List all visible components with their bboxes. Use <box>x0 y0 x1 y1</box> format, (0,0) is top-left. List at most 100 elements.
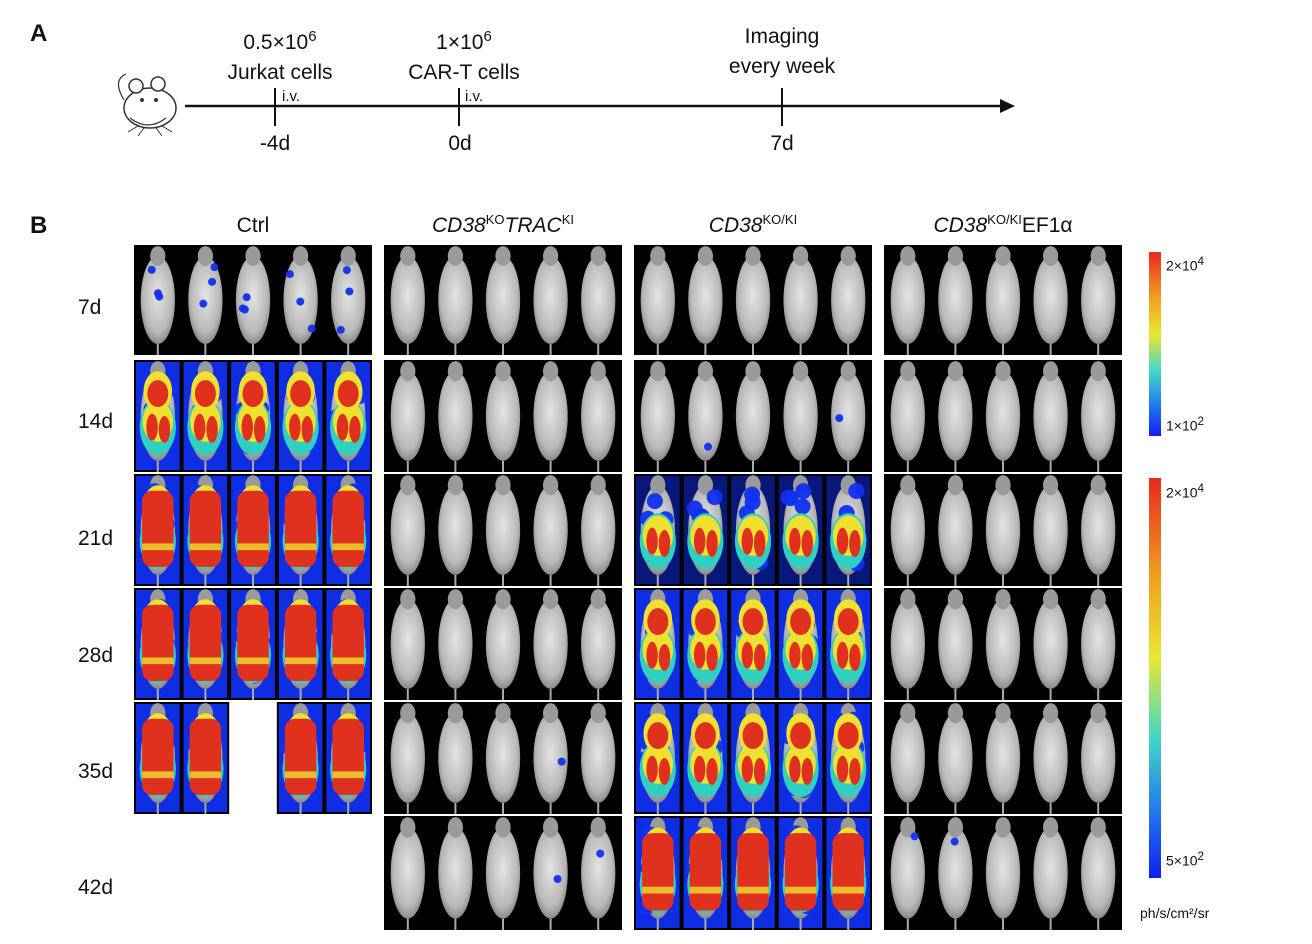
mouse-image <box>231 589 275 700</box>
mouse-image <box>938 246 973 355</box>
mouse-image <box>683 703 728 814</box>
image-tile-CD38KO_TRACKI-35d <box>384 702 622 814</box>
image-tile-CD38KO_TRACKI-42d <box>384 816 622 930</box>
mouse-image <box>783 361 818 472</box>
mouse-image <box>831 246 866 355</box>
mouse-image <box>183 703 228 814</box>
mouse-image <box>985 589 1021 700</box>
mouse-icon <box>117 73 177 137</box>
event-cart: 1×106 CAR-T cells <box>408 28 520 84</box>
colorbar-top <box>1149 252 1161 436</box>
mouse-image <box>985 361 1021 472</box>
day-minus4: -4d <box>259 132 291 155</box>
mouse-image <box>783 246 818 355</box>
mouse-image <box>438 246 473 355</box>
mouse-image <box>731 475 775 586</box>
row-label-21d: 21d <box>78 527 114 550</box>
mouse-image <box>985 475 1021 586</box>
mouse-image <box>438 361 473 472</box>
mouse-image <box>778 589 823 700</box>
mouse-image <box>1081 246 1116 355</box>
image-tile-Ctrl-7d <box>134 245 372 355</box>
panel-a-label: A <box>30 20 48 47</box>
group-header-koki: CD38KO/KI <box>708 212 798 237</box>
mouse-image <box>136 475 180 586</box>
image-tile-CD38KO_KI-21d <box>634 474 872 586</box>
mouse-image <box>485 475 521 586</box>
mouse-image <box>1033 475 1068 586</box>
mouse-image <box>1081 589 1116 700</box>
mouse-image <box>985 246 1021 355</box>
mouse-image <box>826 589 870 700</box>
unit-label: ph/s/cm²/sr <box>1140 905 1210 921</box>
mouse-image <box>938 703 973 814</box>
mouse-image <box>683 817 728 930</box>
mouse-image <box>735 246 771 355</box>
mouse-image <box>533 246 568 355</box>
mouse-image <box>390 589 425 700</box>
mouse-image <box>731 817 775 930</box>
mouse-image <box>938 475 973 586</box>
mouse-image <box>1033 589 1068 700</box>
mouse-image <box>326 361 370 472</box>
image-tile-CD38KO_KI_EF1a-28d <box>884 588 1122 700</box>
mouse-image <box>1033 703 1068 814</box>
mouse-image <box>688 361 723 472</box>
mouse-image <box>731 703 775 814</box>
row-label-28d: 28d <box>78 644 114 667</box>
image-tile-CD38KO_TRACKI-7d <box>384 245 622 355</box>
colorbar-bottom-min: 5×102 <box>1166 850 1205 869</box>
mouse-image <box>1081 361 1116 472</box>
mouse-image <box>390 817 425 930</box>
image-tile-CD38KO_KI-28d <box>634 588 872 700</box>
mouse-image <box>136 361 180 472</box>
mouse-image <box>485 817 521 930</box>
mouse-image <box>136 589 180 700</box>
mouse-image <box>831 361 866 472</box>
mouse-image <box>581 817 616 930</box>
mouse-image <box>826 475 870 586</box>
mouse-image <box>326 475 370 586</box>
row-label-7d: 7d <box>78 296 102 319</box>
colorbar-bottom-max: 2×104 <box>1166 482 1205 501</box>
mouse-image <box>485 246 521 355</box>
mouse-image <box>735 361 771 472</box>
mouse-image <box>390 703 425 814</box>
mouse-image <box>688 246 723 355</box>
mouse-image <box>1033 817 1068 930</box>
mouse-image <box>231 361 275 472</box>
mouse-image <box>533 703 568 814</box>
mouse-image <box>581 703 616 814</box>
mouse-image <box>581 361 616 472</box>
mouse-image <box>890 246 925 355</box>
mouse-image <box>231 475 275 586</box>
mouse-image <box>683 589 728 700</box>
timeline-axis <box>185 88 1015 126</box>
mouse-image <box>636 703 680 814</box>
mouse-image <box>1081 475 1116 586</box>
day-0: 0d <box>448 132 472 155</box>
row-label-14d: 14d <box>78 410 114 433</box>
mouse-image <box>1033 361 1068 472</box>
image-tile-CD38KO_KI-7d <box>634 245 872 355</box>
mouse-image <box>183 475 228 586</box>
mouse-image <box>890 361 925 472</box>
mouse-image <box>283 246 318 355</box>
mouse-image <box>136 703 180 814</box>
mouse-image <box>390 475 425 586</box>
colorbar-top-max: 2×104 <box>1166 255 1205 274</box>
mouse-image <box>890 703 925 814</box>
mouse-image <box>640 246 675 355</box>
mouse-image <box>140 246 175 355</box>
mouse-image <box>533 817 568 930</box>
mouse-image <box>938 589 973 700</box>
mouse-image <box>636 817 680 930</box>
image-tile-CD38KO_KI_EF1a-42d <box>884 816 1122 930</box>
mouse-image <box>331 246 366 355</box>
mouse-image <box>438 475 473 586</box>
mouse-image <box>938 361 973 472</box>
mouse-image <box>183 361 228 472</box>
image-tile-CD38KO_KI-42d <box>634 816 872 930</box>
image-tile-CD38KO_KI_EF1a-14d <box>884 360 1122 472</box>
